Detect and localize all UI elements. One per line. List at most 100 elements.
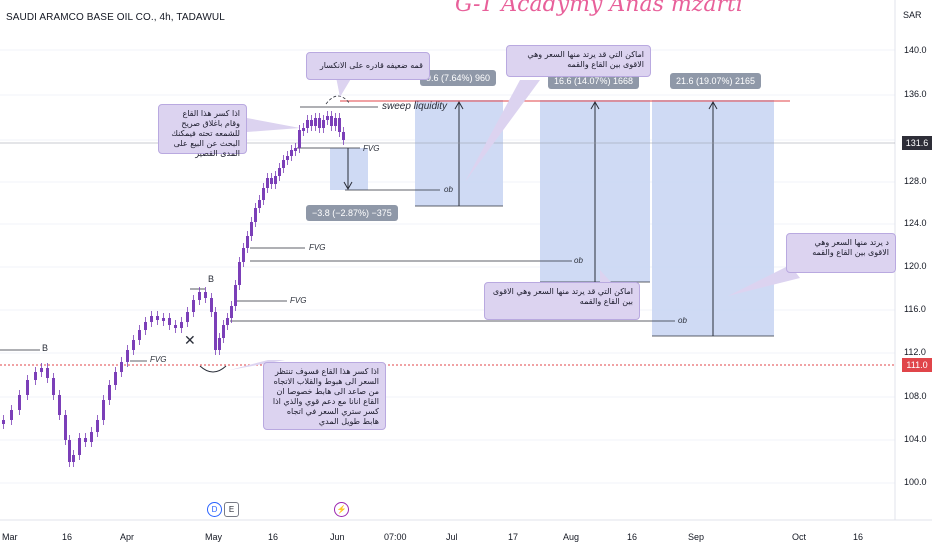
candle-body [242,248,245,262]
candle-body [214,312,217,350]
candle-body [132,340,135,350]
candle-body [68,440,71,462]
candle-body [96,420,99,432]
note-reversal-zones-mid[interactable]: اماكن التي قد يرتد منها السعر وهي الاقوى… [484,282,640,320]
b-label: B [208,274,215,284]
candle-body [226,318,229,325]
time-tick: May [205,532,223,542]
measure-label-1[interactable]: 9.6 (7.64%) 960 [420,70,497,86]
split-lightning-icon[interactable]: ⚡ [334,502,349,517]
time-tick: Oct [792,532,807,542]
ob-label: ob [574,256,583,265]
candle-body [294,148,297,151]
candle-body [302,128,305,131]
candle-body [342,132,345,140]
candle-body [2,420,5,424]
candle-body [138,330,141,340]
candle-body [326,116,329,120]
candle-body [230,306,233,318]
note-break-short[interactable]: اذا كسر هذا القاع وقام باغلاق صريح للشمع… [158,104,247,158]
current-price-badge[interactable]: 131.6 [902,136,932,150]
time-tick: Jun [330,532,345,542]
candle-body [254,208,257,222]
fvg-label: FVG [309,243,326,252]
candle-body [266,178,269,188]
candle-body [238,262,241,285]
candle-body [306,120,309,128]
b-label: B [42,343,49,353]
candle-body [286,156,289,160]
bottom-arc [199,365,227,373]
target-arrows [343,100,718,336]
candle-body [274,176,277,184]
candle-body [40,368,43,372]
candle-body [250,222,253,236]
candle-body [192,300,195,312]
fvg-label: FVG [290,296,307,305]
candle-body [298,130,301,148]
candle-body [210,298,213,312]
price-tick: 124.0 [904,218,927,228]
time-tick: 07:00 [384,532,407,542]
candle-body [10,410,13,420]
candle-body [102,400,105,420]
note-reversal-zones-top[interactable]: اماكن التي قد يرتد منها السعر وهي الاقوى… [506,45,651,77]
watermark-text: G-T Acadymy Anas mzarti [455,0,743,17]
candle-body [278,168,281,176]
candle-body [338,118,341,132]
grid [0,49,895,484]
candle-body [174,325,177,328]
measure-label-drop[interactable]: −3.8 (−2.87%) −375 [306,205,398,221]
price-tick: 136.0 [904,89,927,99]
candle-body [78,438,81,455]
time-tick: Apr [120,532,135,542]
candle-body [108,385,111,400]
time-tick: 16 [853,532,864,542]
candle-body [168,318,171,325]
symbol-title: SAUDI ARAMCO BASE OIL CO., 4h, TADAWUL [6,12,225,23]
candle-body [270,178,273,184]
x-marker-icon[interactable]: ✕ [184,333,196,349]
time-tick: 16 [268,532,279,542]
currency-label: SAR [903,10,922,20]
note-reversal-zones-far[interactable]: د يرتد منها السعر وهي الاقوى بين القاع و… [786,233,896,273]
candle-body [218,338,221,350]
note-breakdown-bottom[interactable]: اذا كسر هذا القاع فسوف تنتظر السعر الى ه… [263,362,386,430]
price-tick: 116.0 [904,304,926,314]
candle-body [334,118,337,126]
dividend-icon[interactable]: D [207,502,222,517]
candle-body [222,325,225,338]
measure-label-2[interactable]: 16.6 (14.07%) 1668 [548,73,640,89]
candle-body [318,118,321,128]
candle-body [126,350,129,362]
candle-body [90,432,93,442]
candle-body [120,362,123,372]
candle-body [262,188,265,200]
time-tick: Sep [688,532,705,542]
candle-body [258,200,261,208]
candle-body [144,322,147,330]
drop-box[interactable] [330,148,368,190]
candle-body [186,312,189,322]
price-tick: 120.0 [904,261,927,271]
candle-body [234,285,237,306]
candle-body [310,120,313,126]
candle-body [282,160,285,168]
candle-body [198,292,201,300]
candle-body [34,372,37,380]
candle-body [150,316,153,322]
top-arc [325,95,351,105]
candle-body [18,395,21,410]
candle-body [156,316,159,320]
measure-label-3[interactable]: 21.6 (19.07%) 2165 [670,73,762,89]
candle-body [204,292,207,298]
alert-price-badge[interactable]: 111.0 [902,358,932,372]
time-tick: 16 [627,532,638,542]
time-tick: 17 [508,532,519,542]
note-weak-top[interactable]: قمه ضعيفه قادره على الانكسار [306,52,430,80]
candle-body [322,120,325,128]
time-tick: Aug [563,532,580,542]
earnings-icon[interactable]: E [224,502,239,517]
candle-body [314,118,317,126]
